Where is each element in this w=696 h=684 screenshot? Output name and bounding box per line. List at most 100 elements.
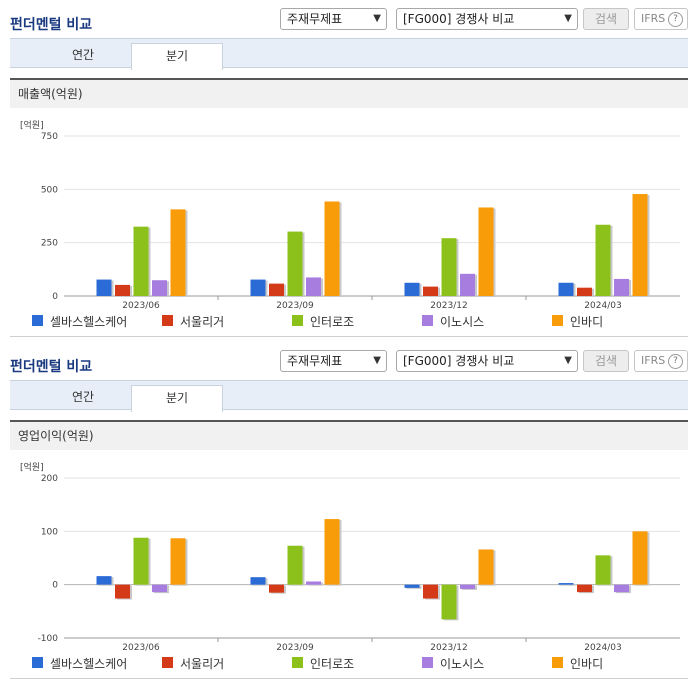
- x-tick-label: 2023/09: [276, 301, 314, 311]
- bar: [133, 226, 149, 296]
- statement-type-select[interactable]: 주재무제표 ▼: [280, 350, 387, 372]
- bar: [115, 584, 130, 599]
- bar: [423, 584, 438, 599]
- bar: [423, 286, 438, 296]
- y-tick-label: 250: [41, 239, 58, 249]
- bar: [96, 576, 112, 585]
- bar: [306, 581, 321, 585]
- ifrs-button[interactable]: IFRS ?: [634, 8, 688, 30]
- x-tick-label: 2024/03: [584, 643, 621, 653]
- bar: [287, 231, 303, 296]
- bar-shadow: [560, 584, 576, 586]
- bar: [558, 583, 574, 585]
- bar: [96, 279, 112, 296]
- bar: [324, 519, 340, 585]
- compare-group-select[interactable]: [FG000] 경쟁사 비교 ▼: [396, 350, 578, 372]
- divider: [10, 336, 688, 337]
- compare-group-select[interactable]: [FG000] 경쟁사 비교 ▼: [396, 8, 578, 30]
- legend-label: 셀바스헬스케어: [50, 657, 128, 671]
- legend-label: 인터로조: [310, 657, 355, 671]
- tab-quarterly[interactable]: 분기: [131, 43, 223, 70]
- legend-label: 서울리거: [180, 657, 225, 671]
- legend-swatch: [292, 657, 303, 668]
- bar: [558, 282, 574, 296]
- statement-type-select[interactable]: 주재무제표 ▼: [280, 8, 387, 30]
- y-tick-label: 200: [41, 474, 58, 484]
- x-tick-label: 2024/03: [584, 301, 621, 311]
- bar: [170, 209, 186, 296]
- chevron-down-icon: ▼: [564, 355, 572, 366]
- tab-annual[interactable]: 연간: [71, 390, 95, 404]
- legend-label: 인바디: [570, 315, 604, 329]
- y-tick-label: 500: [41, 185, 58, 195]
- legend-label: 인터로조: [310, 315, 355, 329]
- bar: [115, 284, 130, 296]
- bar: [577, 287, 592, 296]
- help-icon: ?: [668, 354, 683, 369]
- legend-swatch: [32, 315, 43, 326]
- search-button[interactable]: 검색: [583, 8, 629, 30]
- bar: [441, 238, 457, 296]
- x-tick-label: 2023/12: [430, 643, 467, 653]
- bar: [441, 584, 457, 620]
- y-tick-label: 0: [52, 292, 58, 302]
- help-icon: ?: [668, 12, 683, 27]
- legend-label: 셀바스헬스케어: [50, 315, 128, 329]
- legend-label: 인바디: [570, 657, 604, 671]
- chevron-down-icon: ▼: [564, 13, 572, 24]
- unit-label: [억원]: [20, 121, 44, 131]
- bar: [595, 224, 611, 296]
- search-button[interactable]: 검색: [583, 350, 629, 372]
- period-tabbar: 연간 분기: [10, 38, 688, 70]
- legend-swatch: [552, 657, 563, 668]
- statement-type-value: 주재무제표: [287, 12, 343, 26]
- y-tick-label: -100: [38, 634, 59, 644]
- chevron-down-icon: ▼: [373, 13, 381, 24]
- panel-title: 펀더멘털 비교: [10, 359, 93, 375]
- statement-type-value: 주재무제표: [287, 354, 343, 368]
- tab-annual[interactable]: 연간: [71, 48, 95, 62]
- fundamental-panel-operating-profit: 펀더멘털 비교 주재무제표 ▼ [FG000] 경쟁사 비교 ▼ 검색 IFRS…: [0, 342, 696, 684]
- operating-profit-bar-chart: -100 0 100 200 2023/06 2023/09 2023/12 2024/03: [38, 474, 680, 653]
- bar: [404, 584, 420, 588]
- bar: [460, 584, 475, 589]
- legend-swatch: [162, 657, 173, 668]
- compare-group-value: [FG000] 경쟁사 비교: [403, 12, 515, 26]
- bar: [478, 207, 494, 296]
- tab-quarterly[interactable]: 분기: [131, 385, 223, 412]
- unit-label: [억원]: [20, 463, 44, 473]
- x-tick-label: 2023/09: [276, 643, 314, 653]
- y-tick-label: 0: [52, 581, 58, 591]
- bar: [478, 549, 494, 585]
- divider: [10, 678, 688, 679]
- bar: [306, 277, 321, 296]
- legend-swatch: [292, 315, 303, 326]
- bar: [250, 279, 266, 296]
- bar: [152, 280, 167, 296]
- ifrs-button[interactable]: IFRS ?: [634, 350, 688, 372]
- bar: [152, 584, 167, 593]
- bar: [133, 537, 149, 585]
- x-tick-label: 2023/06: [122, 301, 160, 311]
- bar: [287, 545, 303, 585]
- bar: [170, 538, 186, 585]
- section-title: 영업이익(억원): [10, 420, 688, 450]
- ifrs-label: IFRS: [641, 354, 666, 367]
- bar: [577, 584, 592, 593]
- bar: [595, 555, 611, 585]
- y-tick-label: 100: [41, 527, 58, 537]
- bar: [250, 577, 266, 585]
- bar: [460, 273, 475, 296]
- legend-swatch: [552, 315, 563, 326]
- legend-label: 이노시스: [440, 315, 485, 329]
- legend-label: 서울리거: [180, 315, 225, 329]
- bar: [269, 283, 284, 296]
- y-tick-label: 750: [41, 132, 58, 142]
- legend-label: 이노시스: [440, 657, 485, 671]
- section-title: 매출액(억원): [10, 78, 688, 108]
- legend-swatch: [162, 315, 173, 326]
- fundamental-panel-revenue: 펀더멘털 비교 주재무제표 ▼ [FG000] 경쟁사 비교 ▼ 검색 IFRS…: [10, 8, 688, 337]
- bar: [632, 194, 648, 296]
- bar: [632, 531, 648, 585]
- bar: [614, 584, 629, 593]
